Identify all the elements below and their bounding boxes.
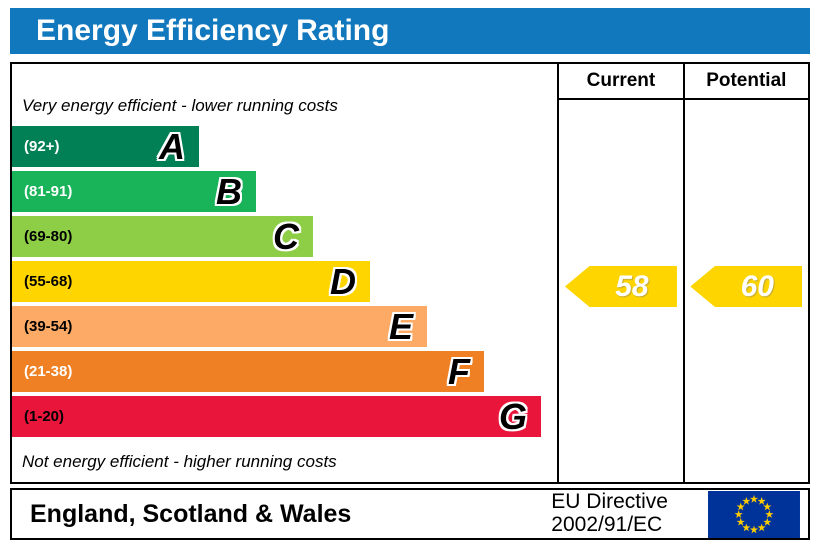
band-f-range: (21-38) bbox=[24, 363, 73, 380]
band-e-range: (39-54) bbox=[24, 318, 73, 335]
band-c-letter: C bbox=[273, 215, 299, 257]
rating-bands: (92+) A (81-91) B (69-80) C (55-68) D (3… bbox=[12, 126, 557, 441]
eu-directive-line1: EU Directive bbox=[551, 490, 668, 514]
band-a-letter: A bbox=[159, 125, 185, 167]
potential-rating-value: 60 bbox=[740, 269, 774, 303]
footer: England, Scotland & Wales EU Directive 2… bbox=[10, 488, 810, 540]
energy-rating-chart: Very energy efficient - lower running co… bbox=[10, 62, 810, 484]
band-d: (55-68) D bbox=[12, 261, 370, 302]
band-f-letter: F bbox=[448, 350, 470, 392]
current-column: Current 58 bbox=[557, 64, 683, 482]
band-c: (69-80) C bbox=[12, 216, 313, 257]
band-c-range: (69-80) bbox=[24, 228, 73, 245]
band-b-letter: B bbox=[216, 170, 242, 212]
eu-directive-label: EU Directive 2002/91/EC bbox=[551, 491, 668, 536]
page-title: Energy Efficiency Rating bbox=[10, 8, 810, 54]
potential-rating-arrow: 60 bbox=[690, 266, 803, 307]
potential-column: Potential 60 bbox=[682, 64, 808, 482]
bands-column: Very energy efficient - lower running co… bbox=[12, 64, 557, 482]
caption-bottom: Not energy efficient - higher running co… bbox=[22, 451, 337, 471]
region-label: England, Scotland & Wales bbox=[30, 499, 352, 528]
band-b-range: (81-91) bbox=[24, 183, 73, 200]
potential-body: 60 bbox=[685, 100, 808, 482]
band-e-letter: E bbox=[388, 305, 413, 347]
band-a-range: (92+) bbox=[24, 138, 60, 155]
band-g-range: (1-20) bbox=[24, 408, 65, 425]
band-g-letter: G bbox=[498, 395, 527, 437]
current-header: Current bbox=[559, 64, 683, 100]
band-f: (21-38) F bbox=[12, 351, 484, 392]
band-g: (1-20) G bbox=[12, 396, 541, 437]
band-a: (92+) A bbox=[12, 126, 199, 167]
current-rating-arrow: 58 bbox=[564, 266, 677, 307]
band-d-range: (55-68) bbox=[24, 273, 73, 290]
band-b: (81-91) B bbox=[12, 171, 256, 212]
current-body: 58 bbox=[559, 100, 682, 482]
current-rating-value: 58 bbox=[615, 269, 649, 303]
potential-header: Potential bbox=[684, 64, 808, 100]
eu-flag-icon bbox=[708, 490, 800, 538]
band-e: (39-54) E bbox=[12, 306, 427, 347]
band-d-letter: D bbox=[330, 260, 356, 302]
caption-top: Very energy efficient - lower running co… bbox=[22, 96, 338, 115]
eu-directive-line2: 2002/91/EC bbox=[551, 513, 663, 536]
